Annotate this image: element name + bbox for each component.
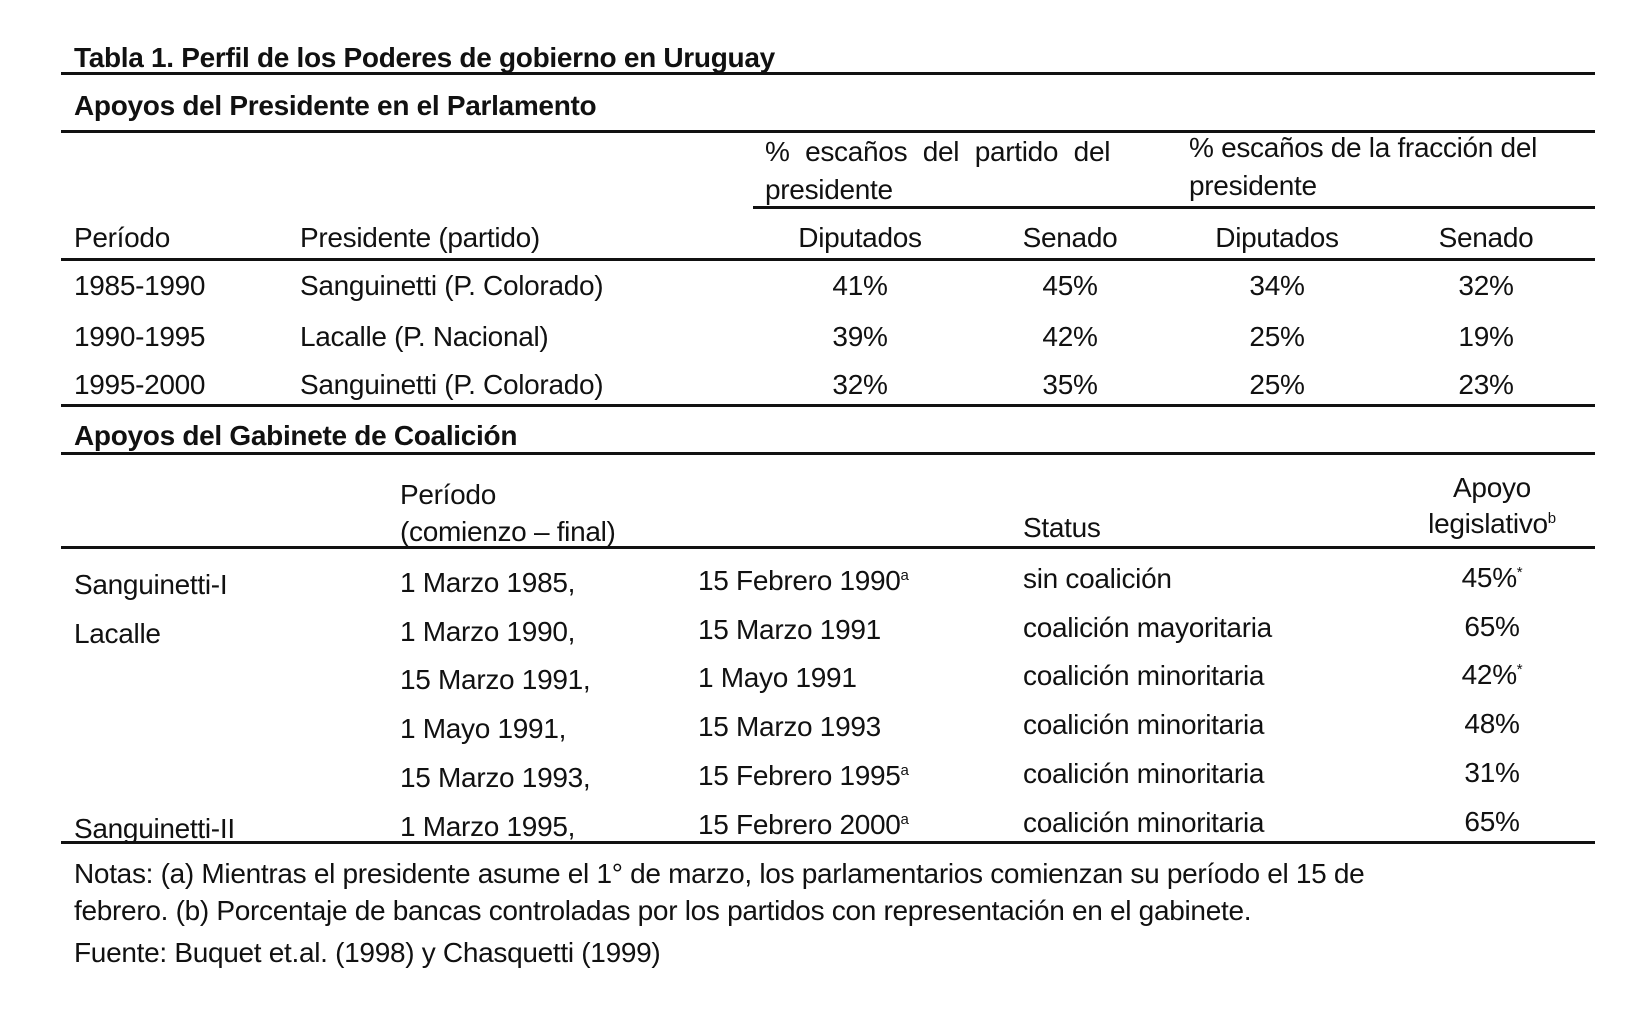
header-apoyo-text: legislativo xyxy=(1428,508,1548,539)
header-periodo-2: (comienzo – final) xyxy=(400,516,616,547)
table-cell: 1990-1995 xyxy=(74,321,206,352)
legislative-support: 45%* xyxy=(1462,562,1523,594)
coalition-status: coalición minoritaria xyxy=(1023,758,1265,789)
footnote-marker: * xyxy=(1516,564,1523,581)
footnote-marker: a xyxy=(900,762,909,779)
support-value: 31% xyxy=(1464,757,1520,788)
coalition-status: coalición mayoritaria xyxy=(1023,612,1272,643)
legislative-support: 65% xyxy=(1464,806,1519,838)
period-end-text: 15 Marzo 1993 xyxy=(698,711,881,742)
period-end-text: 1 Mayo 1991 xyxy=(698,662,857,693)
group-header-fraccion-2: presidente xyxy=(1189,170,1317,201)
table-cell: 23% xyxy=(1458,369,1514,400)
table-cell: 25% xyxy=(1249,321,1305,352)
header-status: Status xyxy=(1023,512,1101,543)
divider xyxy=(61,841,1595,844)
period-end: 15 Febrero 2000a xyxy=(698,809,909,841)
table-cell: Lacalle (P. Nacional) xyxy=(300,321,549,352)
period-end: 15 Febrero 1995a xyxy=(698,760,909,792)
support-value: 48% xyxy=(1464,708,1520,739)
divider xyxy=(753,206,1595,209)
divider xyxy=(61,72,1595,75)
support-value: 45% xyxy=(1461,562,1517,593)
notes-line-1: Notas: (a) Mientras el presidente asume … xyxy=(74,858,1365,889)
legislative-support: 42%* xyxy=(1462,659,1523,691)
table-cell: 25% xyxy=(1249,369,1305,400)
table-cell: Sanguinetti (P. Colorado) xyxy=(300,369,604,400)
footnote-marker: a xyxy=(900,811,909,828)
group-header-partido: % escaños del partido del xyxy=(765,136,1111,167)
coalition-status: coalición minoritaria xyxy=(1023,709,1265,740)
section1-title: Apoyos del Presidente en el Parlamento xyxy=(74,90,597,121)
column-header: Diputados xyxy=(798,222,922,253)
group-header-fraccion: % escaños de la fracción del xyxy=(1189,132,1538,163)
footnote-marker: b xyxy=(1547,510,1556,527)
footnote-marker: a xyxy=(900,567,909,584)
column-header: Presidente (partido) xyxy=(300,222,540,253)
period-start: 1 Marzo 1995, xyxy=(400,811,576,842)
table-cell: 45% xyxy=(1042,270,1098,301)
cabinet-name: Lacalle xyxy=(74,618,161,649)
footnote-marker: * xyxy=(1516,661,1523,678)
support-value: 42% xyxy=(1461,659,1517,690)
period-end-text: 15 Febrero 1995 xyxy=(698,760,901,791)
column-header: Senado xyxy=(1438,222,1534,253)
period-end: 15 Febrero 1990a xyxy=(698,565,909,597)
divider xyxy=(61,546,1595,549)
column-header: Período xyxy=(74,222,170,253)
column-header: Diputados xyxy=(1215,222,1339,253)
divider xyxy=(61,258,1595,261)
section2-title: Apoyos del Gabinete de Coalición xyxy=(74,420,518,451)
table-title: Tabla 1. Perfil de los Poderes de gobier… xyxy=(74,42,775,73)
support-value: 65% xyxy=(1464,806,1520,837)
divider xyxy=(61,130,1595,133)
table-cell: 39% xyxy=(832,321,888,352)
table-cell: 41% xyxy=(832,270,888,301)
cabinet-name: Sanguinetti-I xyxy=(74,569,228,600)
support-value: 65% xyxy=(1464,611,1520,642)
legislative-support: 48% xyxy=(1464,708,1519,740)
divider xyxy=(61,404,1595,407)
table-cell: Sanguinetti (P. Colorado) xyxy=(300,270,604,301)
table-cell: 35% xyxy=(1042,369,1098,400)
table-cell: 1985-1990 xyxy=(74,270,206,301)
table-cell: 19% xyxy=(1458,321,1514,352)
notes-source: Fuente: Buquet et.al. (1998) y Chasquett… xyxy=(74,937,661,968)
period-end: 1 Mayo 1991 xyxy=(698,662,857,694)
period-start: 1 Marzo 1985, xyxy=(400,567,576,598)
period-start: 1 Marzo 1990, xyxy=(400,616,576,647)
group-header-partido-2: presidente xyxy=(765,174,893,205)
header-apoyo: Apoyo xyxy=(1453,472,1531,503)
period-end: 15 Marzo 1991 xyxy=(698,614,881,646)
coalition-status: coalición minoritaria xyxy=(1023,807,1265,838)
column-header: Senado xyxy=(1022,222,1118,253)
period-end-text: 15 Febrero 1990 xyxy=(698,565,901,596)
legislative-support: 65% xyxy=(1464,611,1519,643)
coalition-status: coalición minoritaria xyxy=(1023,660,1265,691)
header-apoyo-2: legislativob xyxy=(1428,508,1556,540)
period-start: 1 Mayo 1991, xyxy=(400,713,567,744)
period-end-text: 15 Febrero 2000 xyxy=(698,809,901,840)
table-cell: 1995-2000 xyxy=(74,369,206,400)
period-start: 15 Marzo 1993, xyxy=(400,762,591,793)
table-cell: 42% xyxy=(1042,321,1098,352)
period-end-text: 15 Marzo 1991 xyxy=(698,614,881,645)
coalition-status: sin coalición xyxy=(1023,563,1172,594)
table-cell: 32% xyxy=(832,369,888,400)
notes-line-2: febrero. (b) Porcentaje de bancas contro… xyxy=(74,895,1252,926)
table-cell: 32% xyxy=(1458,270,1514,301)
divider xyxy=(61,452,1595,455)
legislative-support: 31% xyxy=(1464,757,1519,789)
table-cell: 34% xyxy=(1249,270,1305,301)
period-end: 15 Marzo 1993 xyxy=(698,711,881,743)
period-start: 15 Marzo 1991, xyxy=(400,664,591,695)
header-periodo: Período xyxy=(400,479,496,510)
cabinet-name: Sanguinetti-II xyxy=(74,813,235,844)
